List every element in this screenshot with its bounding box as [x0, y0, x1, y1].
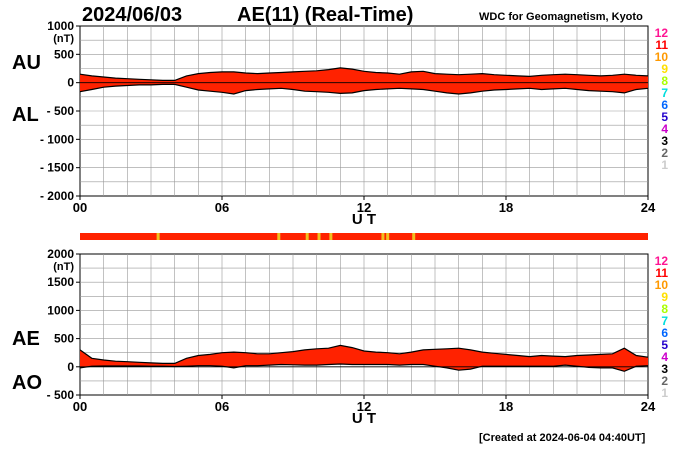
- y-tick-label: - 2000: [40, 189, 74, 203]
- organization-label: WDC for Geomagnetism, Kyoto: [479, 11, 643, 23]
- y-tick-label: 500: [54, 332, 74, 346]
- legend-station-count-5: 5: [661, 110, 668, 124]
- station-count-highlight: [317, 233, 321, 240]
- ao-series-label: AO: [12, 372, 42, 394]
- legend-station-count-1: 1: [661, 158, 668, 172]
- legend-station-count-12: 12: [655, 254, 669, 268]
- legend-station-count-2: 2: [661, 374, 668, 388]
- legend-station-count-11: 11: [655, 38, 668, 52]
- band-AU-AL: [80, 67, 648, 94]
- legend-station-count-4: 4: [661, 350, 668, 364]
- y-tick-label: - 1000: [40, 132, 74, 146]
- legend-station-count-9: 9: [661, 290, 668, 304]
- x-tick-label: 06: [215, 399, 229, 414]
- x-tick-label: 06: [215, 200, 229, 215]
- legend-station-count-10: 10: [655, 50, 669, 64]
- station-count-highlight: [329, 233, 333, 240]
- station-count-highlight: [381, 233, 385, 240]
- y-tick-label: 1000: [47, 19, 74, 33]
- y-tick-label: 1000: [47, 303, 74, 317]
- legend-station-count-6: 6: [661, 98, 668, 112]
- y-tick-label: 0: [67, 76, 74, 90]
- station-count-highlight: [305, 233, 309, 240]
- x-tick-label: 18: [499, 200, 513, 215]
- chart-title: AE(11) (Real-Time): [237, 4, 414, 26]
- legend-station-count-8: 8: [661, 302, 668, 316]
- legend-station-count-4: 4: [661, 122, 668, 136]
- x-tick-label: 24: [641, 399, 656, 414]
- legend-station-count-5: 5: [661, 338, 668, 352]
- y-tick-label: 2000: [47, 247, 74, 261]
- chart-date: 2024/06/03: [82, 4, 183, 26]
- x-axis-title: U T: [352, 211, 376, 228]
- x-axis-title: U T: [352, 410, 376, 427]
- legend-station-count-1: 1: [661, 386, 668, 400]
- x-tick-label: 00: [73, 399, 87, 414]
- x-tick-label: 12: [357, 399, 371, 414]
- y-unit-label: (nT): [53, 33, 74, 45]
- station-count-bar: [80, 233, 648, 240]
- legend-station-count-8: 8: [661, 74, 668, 88]
- y-tick-label: - 1500: [40, 161, 74, 175]
- legend-station-count-2: 2: [661, 146, 668, 160]
- x-tick-label: 18: [499, 399, 513, 414]
- x-tick-label: 12: [357, 200, 371, 215]
- legend-station-count-11: 11: [655, 266, 668, 280]
- x-tick-label: 24: [641, 200, 656, 215]
- station-count-highlight: [156, 233, 160, 240]
- y-tick-label: 0: [67, 360, 74, 374]
- created-timestamp: [Created at 2024-06-04 04:40UT]: [479, 432, 646, 444]
- y-tick-label: 500: [54, 47, 74, 61]
- series-line-AL: [79, 83, 649, 95]
- series-line-AU: [79, 67, 649, 81]
- legend-station-count-7: 7: [661, 314, 668, 328]
- legend-station-count-7: 7: [661, 86, 668, 100]
- legend-station-count-9: 9: [661, 62, 668, 76]
- y-unit-label: (nT): [53, 261, 74, 273]
- y-tick-label: - 500: [47, 388, 75, 402]
- legend-station-count-3: 3: [661, 362, 668, 376]
- band-AE-AO: [80, 345, 648, 372]
- station-count-highlight: [412, 233, 416, 240]
- legend-station-count-3: 3: [661, 134, 668, 148]
- al-series-label: AL: [12, 104, 39, 126]
- station-count-highlight: [277, 233, 281, 240]
- series-line-AE: [79, 344, 649, 364]
- x-tick-label: 00: [73, 200, 87, 215]
- legend-station-count-6: 6: [661, 326, 668, 340]
- ae-series-label: AE: [12, 328, 40, 350]
- legend-station-count-12: 12: [655, 26, 669, 40]
- au-series-label: AU: [12, 52, 41, 74]
- legend-station-count-10: 10: [655, 278, 669, 292]
- y-tick-label: - 500: [47, 104, 75, 118]
- y-tick-label: 1500: [47, 275, 74, 289]
- station-count-highlight: [386, 233, 390, 240]
